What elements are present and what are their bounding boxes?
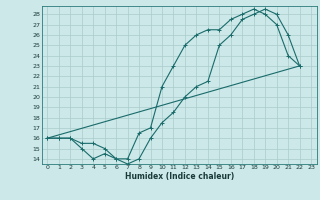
- X-axis label: Humidex (Indice chaleur): Humidex (Indice chaleur): [124, 172, 234, 181]
